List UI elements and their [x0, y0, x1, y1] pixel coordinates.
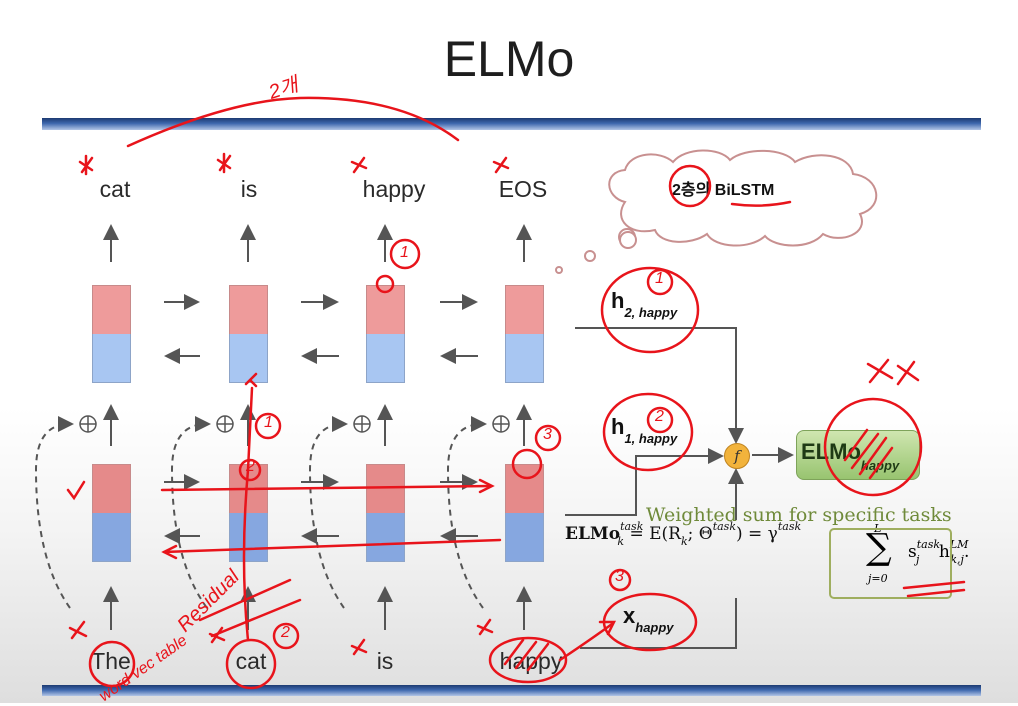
- weighted-sum-box: [829, 528, 952, 599]
- top-accent-bar: [42, 118, 981, 130]
- input-word-the: The: [91, 648, 131, 674]
- slide-title: ELMo: [443, 31, 575, 87]
- sum-terms: staskj hLMk,j.: [908, 538, 970, 566]
- red-number: 3: [615, 568, 624, 585]
- bottom-accent-bar: [42, 685, 981, 696]
- red-number: 1: [264, 414, 273, 431]
- upper-lstm-cell-1: [92, 285, 131, 383]
- output-word-eos: EOS: [498, 176, 548, 202]
- output-word-is: is: [240, 176, 258, 202]
- sum-lower-limit: j=0: [868, 572, 888, 585]
- h2-happy-label: h2, happy: [611, 288, 678, 321]
- elmo-formula: ELMotaskk = E(Rk; Θtask) = γtask: [565, 520, 802, 548]
- cloud-bubbles: [555, 231, 637, 274]
- red-number: 2: [655, 408, 664, 425]
- weighted-sum-caption: Weighted sum for specific tasks: [646, 504, 952, 526]
- elmo-output-box: ELMohappy: [796, 430, 920, 480]
- output-word-cat: cat: [99, 176, 131, 202]
- upper-lstm-cell-2: [229, 285, 268, 383]
- red-number: 1: [655, 270, 664, 287]
- lower-lstm-cell-1: [92, 464, 131, 562]
- red-number: 3: [543, 426, 552, 443]
- red-number: 2: [246, 458, 255, 475]
- sum-symbol: ∑: [866, 527, 892, 568]
- red-number: 1: [400, 244, 409, 261]
- cloud-annotation: 2층의 BiLSTM: [672, 182, 775, 199]
- upper-lstm-cell-3: [366, 285, 405, 383]
- input-word-happy: happy: [499, 648, 563, 674]
- lower-lstm-cell-4: [505, 464, 544, 562]
- input-word-cat: cat: [235, 648, 267, 674]
- upper-lstm-cell-4: [505, 285, 544, 383]
- lower-lstm-cell-3: [366, 464, 405, 562]
- x-happy-label: xhappy: [623, 603, 674, 636]
- input-word-is: is: [376, 648, 394, 674]
- h1-happy-label: h1, happy: [611, 414, 678, 447]
- output-word-happy: happy: [362, 176, 426, 202]
- red-number: 2: [281, 624, 290, 641]
- combine-function-node: f: [724, 443, 750, 469]
